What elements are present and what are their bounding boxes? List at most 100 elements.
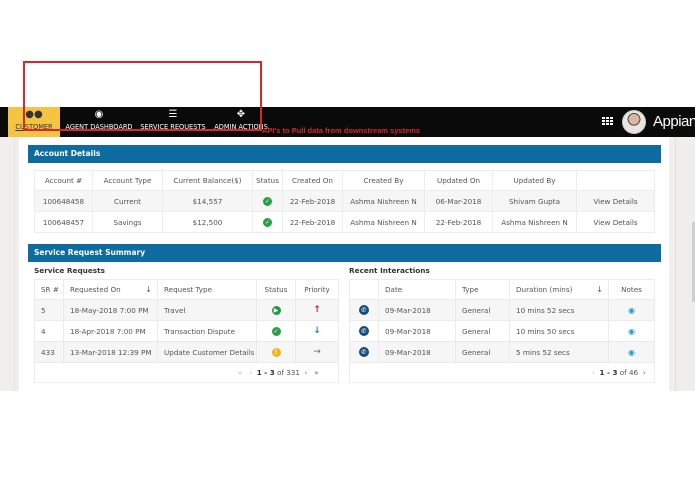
col-sr-number[interactable]: SR # [34, 279, 64, 300]
col-status[interactable]: Status [256, 279, 296, 300]
status-cell: ▶ [256, 299, 296, 321]
first-page-icon[interactable]: « [238, 368, 243, 377]
account-details-header: Account Details [28, 145, 661, 163]
eye-icon[interactable]: ◉ [628, 326, 635, 336]
table-row: ✆ 09-Mar-2018 General 5 mins 52 secs ◉ [349, 341, 655, 363]
service-requests-title: Service Requests [34, 266, 105, 275]
requested-on: 13-Mar-2018 12:39 PM [63, 341, 158, 363]
next-page-icon[interactable]: › [304, 368, 308, 377]
scrollbar-track[interactable] [675, 137, 695, 391]
col-channel [349, 279, 379, 300]
priority-cell: ↑ [295, 299, 339, 321]
current-balance: $12,500 [162, 211, 253, 233]
next-page-icon[interactable]: › [642, 368, 646, 377]
status-cell: ! [256, 341, 296, 363]
top-navigation-bar: ●● CUSTOMER ◉ AGENT DASHBOARD ☰ SERVICE … [0, 107, 695, 137]
service-requests-table: SR # Requested On ↓ Request Type Status P… [34, 279, 339, 383]
table-row: 4 18-Apr-2018 7:00 PM Transaction Disput… [34, 320, 339, 342]
created-by-link[interactable]: Ashma Nishreen N [342, 211, 425, 233]
col-priority[interactable]: Priority [295, 279, 339, 300]
table-header-row: Date Type Duration (mins) ↓ Notes [349, 279, 655, 300]
table-header-row: Account # Account Type Current Balance($… [34, 170, 655, 191]
interaction-date: 09-Mar-2018 [378, 299, 456, 321]
created-on: 22-Feb-2018 [282, 211, 343, 233]
requested-on: 18-Apr-2018 7:00 PM [63, 320, 158, 342]
eye-icon[interactable]: ◉ [628, 305, 635, 315]
recent-interactions-pager: ‹ 1 - 3 of 46 › [592, 368, 646, 377]
prev-page-icon[interactable]: ‹ [249, 368, 253, 377]
move-arrows-icon: ✥ [236, 109, 246, 120]
col-created-by: Created By [342, 170, 425, 191]
interaction-type: General [455, 341, 510, 363]
priority-cell: ↓ [295, 320, 339, 342]
account-type: Savings [92, 211, 163, 233]
exclamation-circle-icon: ! [271, 348, 281, 357]
table-row: ✆ 09-Mar-2018 General 10 mins 50 secs ◉ [349, 320, 655, 342]
app-grid-icon[interactable] [602, 117, 613, 126]
interaction-duration: 5 mins 52 secs [509, 341, 609, 363]
table-header-row: SR # Requested On ↓ Request Type Status P… [34, 279, 339, 300]
updated-by-link[interactable]: Shivam Gupta [492, 190, 577, 212]
arrow-right-icon: → [313, 347, 321, 357]
request-type: Transaction Dispute [157, 320, 257, 342]
col-account-type: Account Type [92, 170, 163, 191]
col-status: Status [252, 170, 283, 191]
prev-page-icon[interactable]: ‹ [592, 368, 595, 377]
view-details-link[interactable]: View Details [576, 211, 655, 233]
interaction-duration: 10 mins 50 secs [509, 320, 609, 342]
annotation-text: API's to Pull data from downstream syste… [262, 126, 421, 135]
check-circle-icon: ✓ [271, 327, 281, 336]
annotation-highlight-box [23, 61, 262, 131]
request-type: Travel [157, 299, 257, 321]
requested-on: 18-May-2018 7:00 PM [63, 299, 158, 321]
request-type: Update Customer Details [157, 341, 257, 363]
account-number: 100648457 [34, 211, 93, 233]
recent-interactions-table: Date Type Duration (mins) ↓ Notes ✆ 09-Ma… [349, 279, 655, 383]
updated-on: 06-Mar-2018 [424, 190, 493, 212]
col-duration[interactable]: Duration (mins) ↓ [509, 279, 609, 300]
col-account-number: Account # [34, 170, 93, 191]
current-balance: $14,557 [162, 190, 253, 212]
interaction-date: 09-Mar-2018 [378, 341, 456, 363]
created-on: 22-Feb-2018 [282, 190, 343, 212]
check-circle-icon: ✓ [263, 197, 272, 206]
sort-descending-icon[interactable]: ↓ [596, 285, 603, 294]
brand-logo: Appian [653, 113, 695, 130]
col-updated-by: Updated By [492, 170, 577, 191]
eye-icon[interactable]: ◉ [628, 347, 635, 357]
col-date[interactable]: Date [378, 279, 456, 300]
tab-service-requests[interactable]: ☰ SERVICE REQUESTS [140, 109, 206, 131]
sort-descending-icon[interactable]: ↓ [145, 285, 152, 294]
interaction-type: General [455, 299, 510, 321]
tab-customer[interactable]: ●● CUSTOMER [8, 107, 60, 137]
interaction-date: 09-Mar-2018 [378, 320, 456, 342]
list-icon: ☰ [168, 109, 178, 120]
updated-by-link[interactable]: Ashma Nishreen N [492, 211, 577, 233]
phone-icon: ✆ [359, 326, 369, 336]
phone-icon: ✆ [359, 347, 369, 357]
col-created-on: Created On [282, 170, 343, 191]
sr-link[interactable]: 4 [34, 320, 64, 342]
tab-agent-dashboard[interactable]: ◉ AGENT DASHBOARD [65, 109, 133, 131]
user-avatar[interactable] [622, 110, 646, 134]
check-circle-icon: ✓ [263, 218, 272, 227]
col-notes: Notes [608, 279, 655, 300]
sr-link[interactable]: 433 [34, 341, 64, 363]
priority-cell: → [295, 341, 339, 363]
service-request-summary-header: Service Request Summary [28, 244, 661, 262]
users-icon: ●● [25, 109, 43, 120]
col-requested-on[interactable]: Requested On ↓ [63, 279, 158, 300]
last-page-icon[interactable]: » [314, 368, 319, 377]
created-by-link[interactable]: Ashma Nishreen N [342, 190, 425, 212]
updated-on: 22-Feb-2018 [424, 211, 493, 233]
tab-admin-actions[interactable]: ✥ ADMIN ACTIONS [212, 107, 270, 137]
phone-icon: ✆ [359, 305, 369, 315]
scrollbar-thumb[interactable] [692, 222, 695, 302]
sr-link[interactable]: 5 [34, 299, 64, 321]
col-request-type[interactable]: Request Type [157, 279, 257, 300]
view-details-link[interactable]: View Details [576, 190, 655, 212]
col-type[interactable]: Type [455, 279, 510, 300]
pager-row [34, 362, 339, 383]
col-updated-on: Updated On [424, 170, 493, 191]
status-cell: ✓ [252, 190, 283, 212]
